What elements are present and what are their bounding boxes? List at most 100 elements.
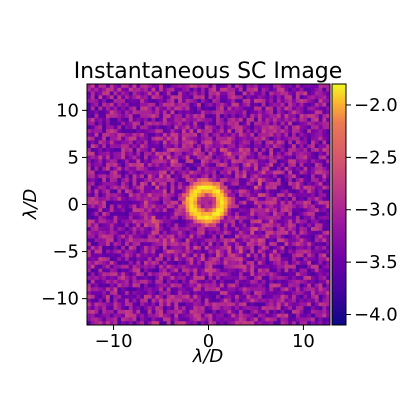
heatmap-cell — [109, 272, 114, 277]
heatmap-cell — [299, 110, 304, 115]
heatmap-cell — [216, 140, 221, 145]
heatmap-cell — [299, 196, 304, 202]
heatmap-cell — [166, 140, 171, 145]
heatmap-cell — [265, 136, 270, 141]
heatmap-cell — [219, 313, 224, 318]
heatmap-cell — [299, 268, 304, 273]
heatmap-cell — [155, 200, 160, 205]
heatmap-cell — [223, 219, 228, 224]
heatmap-cell — [166, 181, 171, 186]
heatmap-cell — [299, 200, 304, 205]
heatmap-cell — [326, 106, 331, 111]
heatmap-cell — [90, 249, 95, 254]
heatmap-cell — [223, 129, 228, 134]
heatmap-cell — [170, 110, 175, 115]
heatmap-cell — [231, 144, 236, 149]
heatmap-cell — [227, 272, 232, 277]
heatmap-cell — [284, 189, 289, 194]
heatmap-cell — [295, 151, 300, 156]
heatmap-cell — [178, 87, 183, 92]
heatmap-cell — [208, 208, 213, 213]
heatmap-cell — [231, 185, 236, 190]
heatmap-cell — [204, 294, 209, 299]
heatmap-cell — [250, 95, 255, 100]
heatmap-cell — [250, 125, 255, 130]
heatmap-cell — [246, 185, 251, 190]
heatmap-cell — [261, 121, 266, 126]
heatmap-cell — [109, 204, 114, 209]
heatmap-cell — [208, 155, 213, 160]
heatmap-cell — [151, 298, 156, 303]
heatmap-cell — [170, 208, 175, 213]
heatmap-cell — [246, 268, 251, 273]
heatmap-cell — [318, 102, 323, 107]
heatmap-cell — [117, 144, 122, 149]
heatmap-cell — [231, 238, 236, 243]
heatmap-cell — [246, 125, 251, 130]
heatmap-cell — [322, 129, 327, 134]
heatmap-cell — [166, 84, 171, 89]
heatmap-cell — [204, 136, 209, 141]
heatmap-cell — [246, 102, 251, 107]
heatmap-cell — [326, 114, 331, 119]
heatmap-cell — [132, 208, 137, 213]
heatmap-cell — [166, 196, 171, 202]
heatmap-cell — [124, 106, 130, 111]
heatmap-cell — [197, 242, 202, 247]
heatmap-cell — [288, 268, 293, 273]
heatmap-cell — [280, 148, 285, 153]
heatmap-cell — [322, 200, 327, 205]
heatmap-cell — [261, 140, 266, 145]
heatmap-cell — [197, 155, 202, 160]
heatmap-cell — [212, 260, 217, 266]
heatmap-cell — [193, 117, 198, 122]
heatmap-cell — [208, 260, 213, 266]
heatmap-cell — [284, 294, 289, 299]
heatmap-cell — [87, 114, 92, 119]
heatmap-cell — [147, 268, 152, 273]
heatmap-cell — [140, 245, 145, 250]
heatmap-cell — [151, 196, 156, 202]
heatmap-cell — [254, 181, 259, 186]
heatmap-cell — [90, 227, 95, 232]
heatmap-cell — [197, 208, 202, 213]
heatmap-cell — [113, 223, 118, 228]
heatmap-cell — [204, 166, 209, 171]
heatmap-cell — [178, 159, 183, 164]
heatmap-cell — [105, 121, 111, 126]
heatmap-cell — [231, 313, 236, 318]
colorbar-tick-label: −3.5 — [354, 252, 398, 273]
heatmap-cell — [261, 321, 266, 326]
heatmap-cell — [242, 283, 247, 288]
heatmap-cell — [117, 238, 122, 243]
heatmap-cell — [102, 208, 107, 213]
heatmap-cell — [140, 189, 145, 194]
heatmap-cell — [87, 313, 92, 318]
heatmap-cell — [212, 212, 217, 217]
heatmap-cell — [87, 309, 92, 315]
heatmap-cell — [155, 257, 160, 262]
heatmap-cell — [284, 170, 289, 175]
heatmap-cell — [254, 321, 259, 326]
heatmap-cell — [288, 276, 293, 281]
heatmap-cell — [121, 125, 126, 130]
heatmap-cell — [223, 189, 228, 194]
heatmap-cell — [295, 245, 300, 250]
heatmap-cell — [178, 129, 183, 134]
heatmap-cell — [117, 117, 122, 122]
heatmap-cell — [284, 321, 289, 326]
heatmap-cell — [200, 125, 206, 130]
heatmap-cell — [212, 298, 217, 303]
heatmap-cell — [216, 253, 221, 258]
heatmap-cell — [326, 230, 331, 235]
heatmap-cell — [280, 136, 285, 141]
heatmap-cell — [261, 117, 266, 122]
heatmap-cell — [326, 117, 331, 122]
heatmap-cell — [117, 227, 122, 232]
heatmap-cell — [197, 178, 202, 183]
heatmap-cell — [136, 99, 141, 104]
heatmap-cell — [166, 317, 171, 322]
heatmap-cell — [121, 151, 126, 156]
heatmap-cell — [166, 242, 171, 247]
heatmap-cell — [98, 294, 103, 299]
